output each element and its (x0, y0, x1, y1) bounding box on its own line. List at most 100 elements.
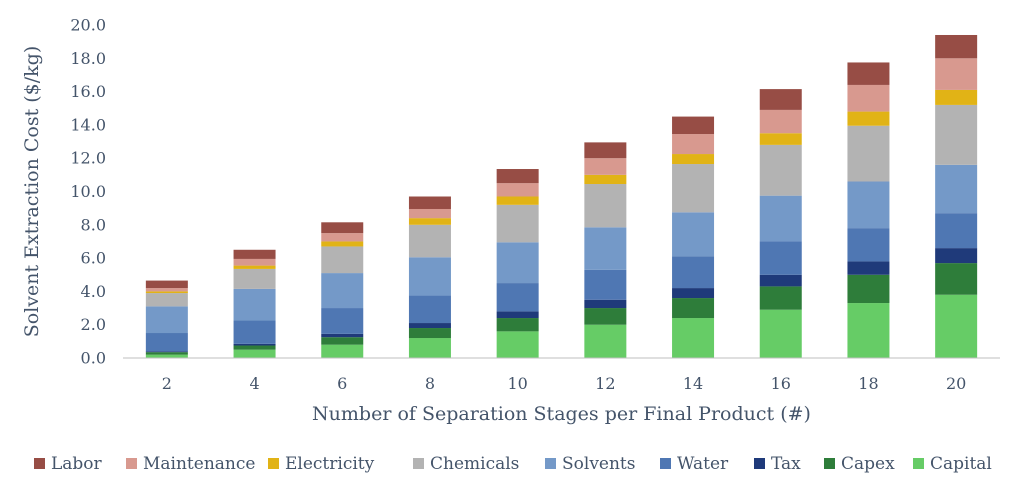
bar-segment-electricity-16 (759, 133, 802, 145)
bar-segment-water-20 (935, 213, 978, 249)
bar-segment-labor-14 (672, 116, 715, 135)
bar-segment-tax-10 (496, 311, 539, 319)
bar-segment-chemicals-14 (672, 164, 715, 213)
bar-segment-capex-4 (233, 345, 276, 350)
legend-item-water: Water (660, 454, 729, 474)
bar-segment-labor-16 (759, 89, 802, 110)
bar-segment-chemicals-18 (847, 125, 890, 182)
bar-stack-18 (847, 62, 890, 358)
legend-item-solvents: Solvents (545, 454, 636, 474)
bar-segment-electricity-2 (145, 291, 188, 294)
bar-segment-labor-10 (496, 169, 539, 184)
legend-item-capex: Capex (824, 454, 895, 474)
bar-segment-capital-6 (321, 344, 364, 358)
legend-item-capital: Capital (913, 454, 992, 474)
bar-segment-labor-18 (847, 62, 890, 85)
legend-label: Labor (51, 454, 103, 474)
legend-label: Solvents (562, 454, 636, 474)
bar-segment-chemicals-16 (759, 144, 802, 196)
bar-segment-electricity-8 (408, 218, 451, 225)
legend-swatch (660, 458, 671, 469)
bar-segment-solvents-16 (759, 195, 802, 242)
legend-label: Capital (930, 454, 992, 474)
bar-segment-chemicals-20 (935, 104, 978, 165)
y-tick-label: 16.0 (70, 82, 106, 101)
bar-segment-water-2 (145, 333, 188, 352)
bar-segment-solvents-6 (321, 273, 364, 309)
x-tick-label: 4 (249, 374, 259, 393)
bar-stack-4 (233, 249, 276, 358)
bar-segment-maintenance-16 (759, 109, 802, 134)
y-tick-label: 18.0 (70, 49, 106, 68)
legend-item-maintenance: Maintenance (126, 454, 255, 474)
bar-segment-tax-14 (672, 288, 715, 299)
bars-layer (145, 34, 978, 358)
bar-segment-labor-4 (233, 249, 276, 259)
x-tick-label: 12 (595, 374, 615, 393)
bar-segment-capital-20 (935, 294, 978, 358)
x-tick-labels: 2 4 6 8 10 12 14 16 18 20 (162, 374, 967, 393)
bar-segment-labor-8 (408, 196, 451, 209)
legend-swatch (34, 458, 45, 469)
legend-item-labor: Labor (34, 454, 103, 474)
bar-segment-maintenance-2 (145, 288, 188, 292)
bar-stack-12 (584, 142, 627, 358)
bar-segment-capital-14 (672, 318, 715, 358)
bar-segment-capital-16 (759, 309, 802, 358)
y-tick-label: 20.0 (70, 16, 106, 35)
legend-item-electricity: Electricity (268, 454, 375, 474)
bar-segment-tax-8 (408, 323, 451, 329)
bar-segment-water-18 (847, 228, 890, 262)
bar-stack-8 (408, 196, 451, 358)
bar-segment-chemicals-6 (321, 246, 364, 274)
bar-segment-maintenance-10 (496, 183, 539, 197)
bar-segment-capital-12 (584, 324, 627, 358)
bar-segment-labor-6 (321, 222, 364, 234)
bar-segment-electricity-14 (672, 154, 715, 165)
bar-segment-solvents-2 (145, 306, 188, 334)
bar-segment-electricity-10 (496, 196, 539, 205)
x-tick-label: 8 (425, 374, 435, 393)
legend-item-tax: Tax (754, 454, 801, 474)
bar-segment-labor-2 (145, 280, 188, 289)
bar-stack-20 (935, 34, 978, 358)
legend-label: Electricity (285, 454, 375, 474)
legend: Labor Maintenance Electricity Chemicals Solv… (34, 454, 992, 474)
legend-swatch (824, 458, 835, 469)
bar-segment-water-14 (672, 256, 715, 289)
legend-swatch (754, 458, 765, 469)
bar-segment-tax-18 (847, 261, 890, 275)
bar-segment-labor-20 (935, 34, 978, 59)
bar-segment-electricity-12 (584, 174, 627, 185)
bar-stack-14 (672, 116, 715, 358)
bar-stack-6 (321, 222, 364, 358)
bar-segment-chemicals-4 (233, 268, 276, 289)
bar-segment-solvents-20 (935, 164, 978, 214)
bar-segment-maintenance-8 (408, 208, 451, 219)
bar-segment-chemicals-2 (145, 293, 188, 307)
legend-label: Tax (771, 454, 801, 474)
bar-segment-capital-8 (408, 338, 451, 358)
y-tick-label: 2.0 (81, 315, 106, 334)
legend-swatch (126, 458, 137, 469)
legend-label: Water (677, 454, 729, 474)
legend-label: Capex (841, 454, 895, 474)
bar-segment-electricity-20 (935, 89, 978, 105)
bar-segment-labor-12 (584, 142, 627, 159)
bar-segment-capital-10 (496, 331, 539, 358)
bar-segment-capital-18 (847, 303, 890, 358)
legend-label: Maintenance (143, 454, 255, 474)
bar-segment-maintenance-6 (321, 233, 364, 242)
bar-segment-water-12 (584, 269, 627, 300)
bar-segment-capex-18 (847, 274, 890, 304)
bar-segment-capex-6 (321, 337, 364, 345)
bar-segment-chemicals-8 (408, 224, 451, 258)
bar-segment-capex-2 (145, 352, 188, 355)
bar-segment-water-6 (321, 308, 364, 334)
legend-swatch (913, 458, 924, 469)
bar-segment-tax-12 (584, 299, 627, 309)
bar-segment-tax-6 (321, 333, 364, 338)
bar-segment-tax-2 (145, 351, 188, 353)
